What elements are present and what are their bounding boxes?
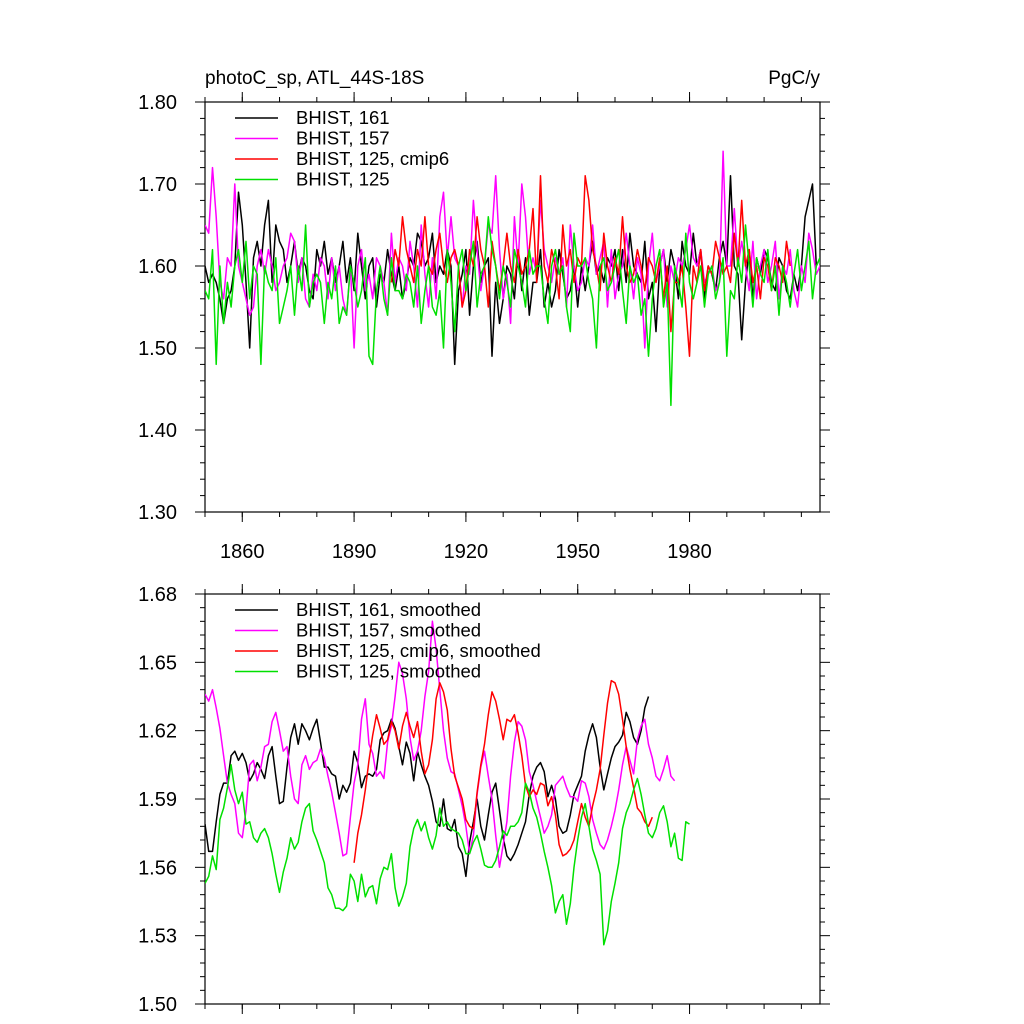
y-tick-label: 1.50 [138,994,177,1016]
series-line-bhist-161-smoothed [205,696,650,878]
series-line-bhist-157 [205,150,820,349]
y-tick-label: 1.30 [138,502,177,524]
legend-label: BHIST, 125 [296,169,390,190]
y-tick-label: 1.40 [138,420,177,442]
legend-label: BHIST, 161 [296,107,390,128]
legend-label: BHIST, 125, cmip6, smoothed [296,640,541,661]
units-label: PgC/y [768,68,820,89]
y-tick-label: 1.68 [138,584,177,606]
y-tick-label: 1.56 [138,857,177,879]
x-tick-label: 1950 [555,541,600,563]
legend-label: BHIST, 125, cmip6 [296,148,449,169]
y-tick-label: 1.65 [138,652,177,674]
series-group [205,150,820,407]
legend-label: BHIST, 157 [296,128,390,149]
x-tick-label: 1890 [332,541,377,563]
chart-title: photoC_sp, ATL_44S-18S [205,68,424,89]
y-tick-label: 1.62 [138,721,177,743]
x-tick-label: 1980 [667,541,712,563]
y-tick-label: 1.59 [138,789,177,811]
y-tick-label: 1.70 [138,174,177,196]
legend-label: BHIST, 125, smoothed [296,661,481,682]
plot-frame [204,101,821,513]
y-tick-label: 1.50 [138,338,177,360]
series-line-bhist-125-cmip6-smoothed [353,679,653,863]
x-tick-label: 1920 [444,541,489,563]
legend-label: BHIST, 157, smoothed [296,620,481,641]
x-tick-label: 1860 [220,541,265,563]
bottom-panel: 1.50 1.53 1.56 1.59 1.62 1.65 1.68 BHIST, 161, … [138,584,830,1016]
y-tick-label: 1.80 [138,92,177,114]
legend-label: BHIST, 161, smoothed [296,599,481,620]
series-line-bhist-125 [205,216,820,407]
series-group [205,620,690,946]
series-line-bhist-125-smoothed [205,764,690,946]
y-tick-label: 1.53 [138,926,177,948]
y-tick-label: 1.60 [138,256,177,278]
top-panel: 1.30 1.40 1.50 1.60 1.70 1.80 1860 1890 1920 1950… [138,68,830,563]
series-line-bhist-157-smoothed [205,620,676,869]
